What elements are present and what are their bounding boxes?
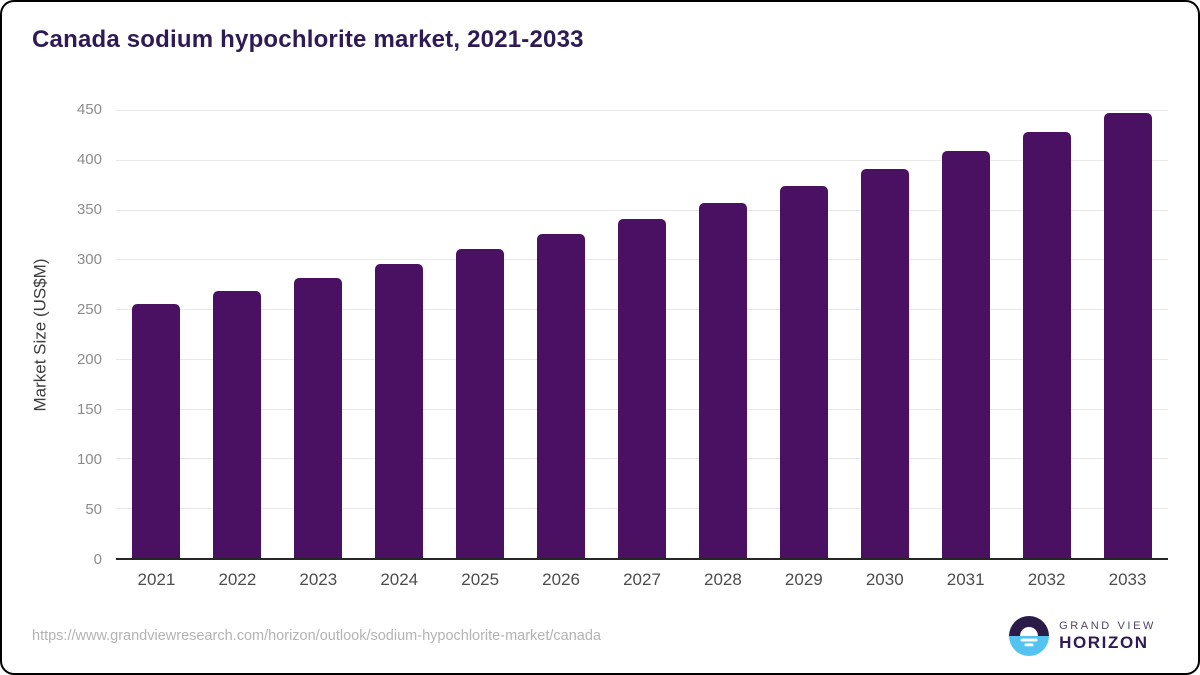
grand-view-horizon-logo: GRAND VIEW HORIZON — [1009, 616, 1156, 656]
bar-2023 — [294, 278, 343, 558]
bar-slot-2024 — [359, 110, 440, 558]
bar-2027 — [617, 218, 666, 558]
bar-slot-2021 — [116, 110, 197, 558]
logo-wordmark: GRAND VIEW HORIZON — [1059, 620, 1156, 652]
y-tick-label-150: 150 — [76, 401, 102, 419]
bar-2025 — [456, 249, 505, 558]
x-tick-label-2032: 2032 — [1027, 570, 1066, 589]
source-url: https://www.grandviewresearch.com/horizo… — [32, 628, 601, 644]
bar-slot-2028 — [682, 110, 763, 558]
y-tick-label-250: 250 — [76, 301, 102, 318]
horizon-sun-icon — [1009, 616, 1050, 656]
y-tick-label-350: 350 — [76, 201, 102, 218]
x-tick-label-2029: 2029 — [784, 570, 823, 589]
bar-2033 — [1103, 113, 1152, 558]
x-tick-label-2024: 2024 — [380, 570, 419, 589]
bar-2030 — [860, 168, 909, 558]
x-tick-label-2023: 2023 — [299, 570, 338, 589]
bar-slot-2030 — [844, 110, 925, 558]
logo-horizon-text: HORIZON — [1059, 632, 1149, 652]
bar-2026 — [537, 234, 586, 558]
x-tick-label-2022: 2022 — [218, 570, 257, 589]
x-tick-label-2033: 2033 — [1108, 570, 1147, 589]
y-tick-label-300: 300 — [76, 251, 102, 269]
bar-2029 — [779, 185, 828, 558]
bar-2024 — [375, 264, 424, 558]
bar-slot-2031 — [925, 110, 1006, 558]
bar-2022 — [213, 291, 262, 558]
bar-slot-2026 — [521, 110, 602, 558]
chart-title: Canada sodium hypochlorite market, 2021-… — [32, 26, 584, 53]
y-tick-label-200: 200 — [76, 351, 102, 369]
footer: https://www.grandviewresearch.com/horizo… — [32, 611, 1168, 661]
bar-2028 — [698, 202, 747, 558]
y-tick-label-400: 400 — [76, 151, 102, 169]
bars — [116, 110, 1168, 558]
y-tick-label-50: 50 — [85, 501, 102, 519]
x-tick-label-2031: 2031 — [946, 570, 985, 589]
bar-2031 — [941, 150, 990, 558]
gridline-350 — [116, 209, 1168, 211]
x-tick-label-2030: 2030 — [865, 570, 904, 589]
y-tick-label-450: 450 — [76, 101, 102, 118]
gridline-450 — [116, 110, 1168, 111]
x-tick-label-2028: 2028 — [704, 570, 742, 589]
x-tick-label-2021: 2021 — [137, 570, 176, 589]
gridline-400 — [116, 159, 1168, 161]
x-axis-ticks: 2021 2022 2023 2024 2025 2026 2027 2028 2029 2030… — [116, 570, 1168, 590]
x-tick-label-2026: 2026 — [542, 570, 580, 589]
y-axis-title-text: Market Size (US$M) — [31, 258, 50, 412]
bar-slot-2027 — [602, 110, 683, 558]
bar-slot-2025 — [440, 110, 521, 558]
logo-grand-view-text: GRAND VIEW — [1059, 619, 1156, 632]
x-tick-label-2025: 2025 — [461, 570, 500, 589]
y-tick-label-0: 0 — [93, 551, 102, 568]
bar-slot-2023 — [278, 110, 359, 558]
bar-slot-2033 — [1087, 110, 1168, 558]
x-tick-label-2027: 2027 — [623, 570, 661, 589]
y-axis-title: Market Size (US$M) — [28, 110, 54, 560]
y-tick-label-100: 100 — [76, 451, 102, 469]
bar-slot-2022 — [197, 110, 278, 558]
plot-area — [116, 110, 1168, 560]
bar-slot-2032 — [1006, 110, 1087, 558]
bar-2021 — [132, 304, 181, 558]
bar-slot-2029 — [763, 110, 844, 558]
bar-2032 — [1022, 131, 1071, 558]
y-axis-ticks: 0 50 100 150 200 250 300 350 400 450 — [58, 102, 102, 568]
